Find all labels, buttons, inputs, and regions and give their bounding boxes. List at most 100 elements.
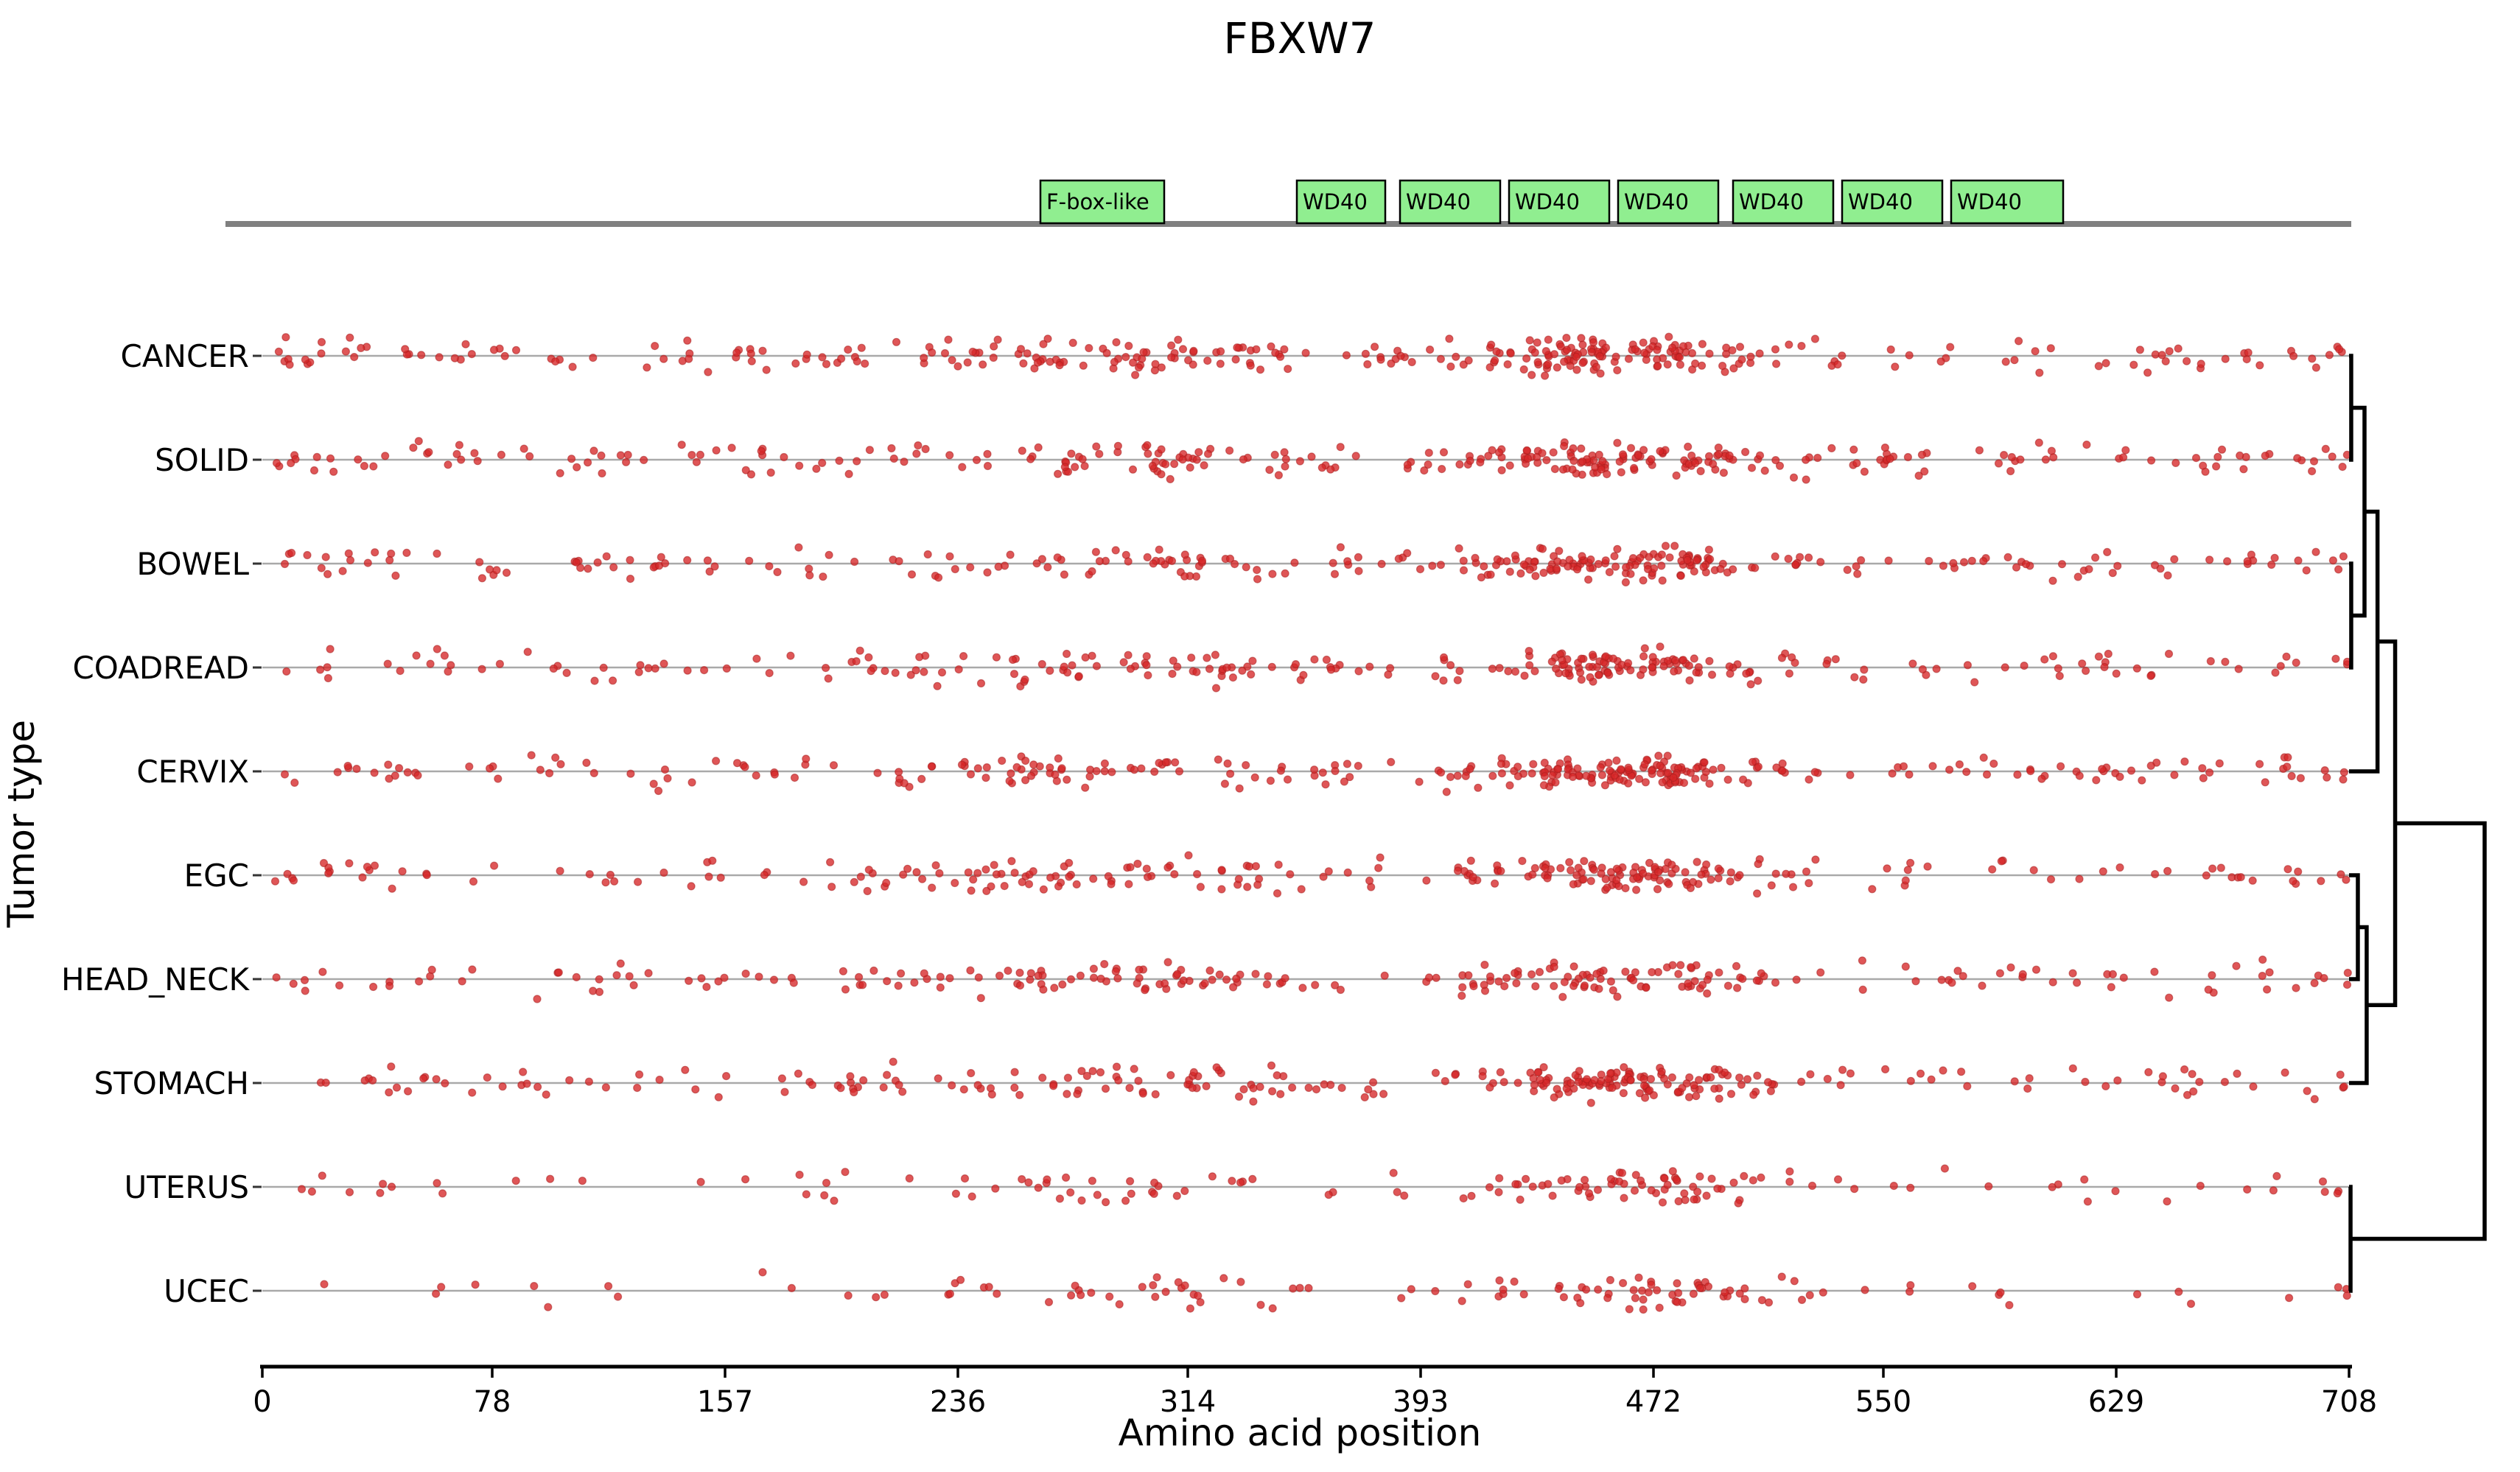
mutation-dot [1134,363,1144,372]
mutation-dot [1057,764,1066,773]
mutation-dot [895,557,903,566]
mutation-dot [720,973,729,982]
mutation-dot [1152,1273,1161,1282]
mutation-dot [301,986,309,995]
mutation-dot [1180,572,1189,581]
mutation-dot [2269,1186,2278,1195]
mutation-dot [2334,1283,2342,1291]
dendrogram-link [2349,354,2353,462]
mutation-dot [1740,1284,1749,1293]
mutation-dot [2165,347,2174,356]
mutation-dot [1947,978,1956,987]
mutation-dot [1459,566,1469,575]
mutation-dot [741,969,750,978]
mutation-dot [419,1074,428,1083]
mutation-dot [1653,362,1662,371]
mutation-dot [685,354,693,363]
mutation-dot [1018,446,1026,455]
mutation-dot [1553,1084,1561,1093]
mutation-dot [787,1283,797,1293]
mutation-dot [626,574,635,583]
mutation-dot [422,871,431,880]
mutation-dot [1167,556,1177,566]
dendrogram-link [2351,821,2487,1241]
mutation-dot [1771,345,1780,354]
mutation-dot [1063,1073,1073,1082]
mutation-dot [1513,771,1522,781]
mutation-dot [2040,655,2049,664]
mutation-dot [1480,562,1488,571]
mutation-dot [2233,1069,2241,1079]
mutation-dot [716,873,725,882]
mutation-dot [1703,989,1712,998]
mutation-dot [1661,864,1670,874]
mutation-dot [1024,880,1034,889]
mutation-dot [880,1290,889,1300]
mutation-dot [341,347,350,356]
mutation-dot [1881,1065,1890,1074]
mutation-dot [2338,462,2347,472]
domain-label: WD40 [1739,189,1804,214]
mutation-dot [2309,457,2319,466]
mutation-dot [780,452,788,462]
mutation-dot [1180,1281,1189,1290]
mutation-dot [920,354,928,362]
mutation-dot [1476,458,1485,467]
mutation-dot [2085,564,2093,574]
mutation-dot [1487,340,1496,349]
mutation-dot [1542,455,1551,465]
mutation-dot [1548,771,1557,780]
mutation-dot [1581,1175,1589,1185]
mutation-dot [1283,775,1292,784]
mutation-dot [2208,971,2216,980]
mutation-dot [914,441,923,450]
mutation-dot [2031,965,2041,974]
mutation-dot [1927,1075,1936,1084]
mutation-dot [1538,449,1547,458]
mutation-dot [1791,658,1799,667]
mutation-dot [1092,766,1101,776]
mutation-dot [1674,970,1683,978]
mutation-dot [1578,358,1587,368]
mutation-dot [1554,1284,1563,1294]
mutation-dot [1917,450,1926,459]
mutation-dot [836,354,846,363]
mutation-dot [471,1280,480,1289]
mutation-dot [1519,1290,1528,1299]
y-tick-label-coadread: COADREAD [72,650,249,686]
mutation-dot [1959,972,1967,981]
mutation-dot [1250,773,1259,782]
mutation-dot [1037,659,1046,669]
mutation-dot [1089,875,1098,883]
mutation-dot [2283,753,2292,762]
mutation-dot [1640,644,1649,653]
mutation-dot [1553,557,1562,566]
mutation-dot [1739,775,1748,784]
mutation-dot [2206,656,2215,666]
mutation-dot [1535,967,1544,977]
mutation-dot [1203,357,1212,365]
mutation-dot [2258,955,2267,964]
tumor-rows: CANCERSOLIDBOWELCOADREADCERVIXEGCHEAD_NE… [61,338,2349,1309]
mutation-dot [1494,977,1503,986]
mutation-dot [1063,668,1072,677]
mutation-dot [983,449,992,458]
mutation-dot [1026,455,1035,463]
mutation-dot [844,1291,853,1300]
mutation-dot [2143,368,2152,377]
mutation-dot [2180,757,2189,766]
mutation-dot [281,333,290,342]
mutation-dot [1436,768,1446,777]
mutation-dot [1728,346,1737,355]
mutation-dot [345,1188,354,1196]
mutation-dot [1569,962,1578,971]
mutation-dot [1189,346,1198,355]
mutation-dot [621,458,631,466]
mutation-dot [388,884,396,893]
mutation-dot [1569,456,1578,466]
mutation-dot [378,1180,388,1188]
mutation-dot [881,667,889,676]
mutation-dot [1225,769,1235,778]
mutation-dot [1606,977,1615,986]
mutation-dot [1500,981,1509,991]
